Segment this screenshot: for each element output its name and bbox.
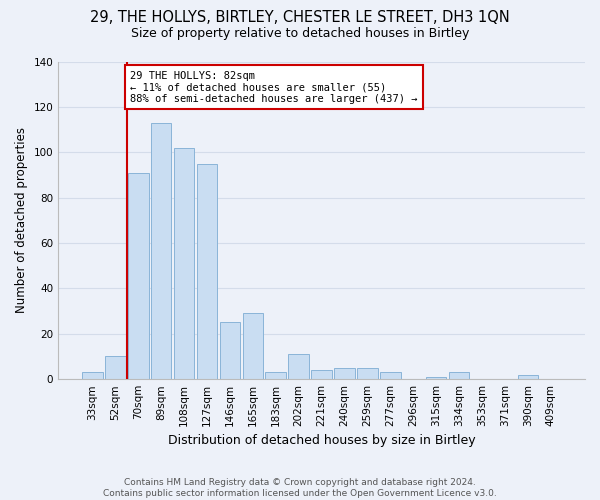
Bar: [518, 374, 538, 379]
Bar: [197, 164, 217, 379]
Bar: [242, 314, 263, 379]
Bar: [220, 322, 240, 379]
Bar: [105, 356, 125, 379]
Bar: [82, 372, 103, 379]
Bar: [357, 368, 378, 379]
Bar: [151, 123, 172, 379]
Text: Contains HM Land Registry data © Crown copyright and database right 2024.
Contai: Contains HM Land Registry data © Crown c…: [103, 478, 497, 498]
Bar: [128, 172, 149, 379]
X-axis label: Distribution of detached houses by size in Birtley: Distribution of detached houses by size …: [168, 434, 475, 448]
Bar: [174, 148, 194, 379]
Text: Size of property relative to detached houses in Birtley: Size of property relative to detached ho…: [131, 28, 469, 40]
Bar: [426, 377, 446, 379]
Bar: [380, 372, 401, 379]
Bar: [311, 370, 332, 379]
Bar: [289, 354, 309, 379]
Bar: [449, 372, 469, 379]
Text: 29 THE HOLLYS: 82sqm
← 11% of detached houses are smaller (55)
88% of semi-detac: 29 THE HOLLYS: 82sqm ← 11% of detached h…: [130, 70, 418, 104]
Bar: [265, 372, 286, 379]
Y-axis label: Number of detached properties: Number of detached properties: [15, 128, 28, 314]
Text: 29, THE HOLLYS, BIRTLEY, CHESTER LE STREET, DH3 1QN: 29, THE HOLLYS, BIRTLEY, CHESTER LE STRE…: [90, 10, 510, 25]
Bar: [334, 368, 355, 379]
